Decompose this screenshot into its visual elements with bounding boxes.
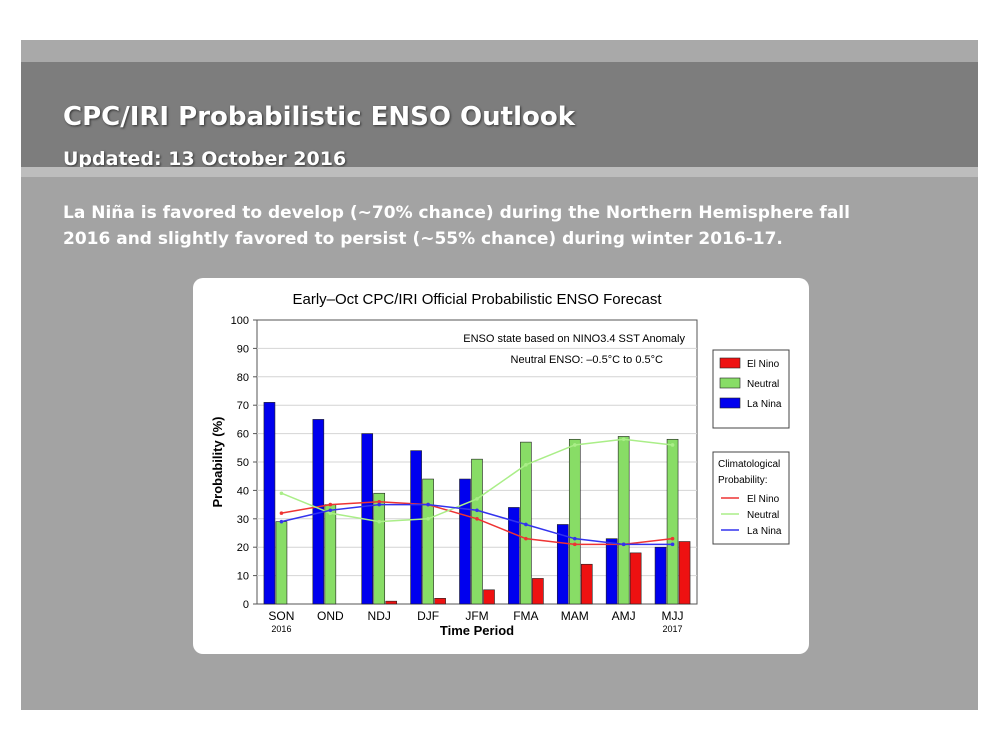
bar-la-nina — [605, 538, 618, 605]
y-tick-label: 70 — [237, 400, 249, 412]
climatology-line-la-nina-point — [328, 508, 333, 513]
bar-neutral — [617, 436, 630, 605]
climatology-line-el-nino-point — [670, 536, 675, 541]
updated-date: Updated: 13 October 2016 — [63, 148, 347, 170]
x-tick-sublabel: 2017 — [663, 624, 683, 634]
climatology-line-el-nino-point — [377, 499, 382, 504]
slide: CPC/IRI Probabilistic ENSO Outlook Updat… — [21, 40, 978, 710]
climatology-line-neutral-point — [572, 443, 577, 447]
climatology-line-el-nino-point — [328, 502, 333, 507]
y-tick-label: 50 — [237, 457, 249, 469]
climatology-line-neutral-point — [328, 511, 333, 515]
legend-label: El Nino — [747, 359, 780, 370]
climatology-line-neutral-point — [621, 437, 626, 442]
header-separator — [21, 167, 978, 177]
climatology-legend-title: Climatological — [718, 459, 780, 470]
climatology-line-neutral-point — [524, 463, 528, 467]
x-tick-label: NDJ — [368, 609, 391, 623]
y-tick-label: 40 — [237, 485, 249, 497]
x-tick-label: JFM — [465, 609, 488, 623]
x-tick-label: DJF — [417, 609, 439, 623]
bar-el-nino — [580, 563, 593, 605]
x-axis-label: Time Period — [440, 623, 514, 638]
legend-swatch — [719, 397, 741, 409]
bar-neutral — [275, 521, 288, 605]
bar-la-nina — [556, 524, 569, 605]
climatology-legend-label: Neutral — [747, 510, 779, 521]
climatology-line-la-nina-point — [524, 522, 528, 527]
bar-el-nino — [532, 578, 544, 605]
y-tick-label: 30 — [237, 514, 249, 526]
bar-neutral — [324, 504, 337, 605]
climatology-legend-subtitle: Probability: — [718, 475, 767, 486]
bar-neutral — [568, 438, 581, 605]
annotation-line-2: Neutral ENSO: –0.5°C to 0.5°C — [511, 354, 664, 366]
x-tick-label: FMA — [513, 609, 538, 623]
x-tick-label: SON — [268, 609, 294, 623]
legend-swatch — [719, 377, 741, 389]
climatology-line-neutral-point — [279, 491, 284, 496]
summary-text: La Niña is favored to develop (~70% chan… — [63, 200, 943, 252]
climatology-legend-label: El Nino — [747, 494, 780, 505]
y-tick-label: 90 — [237, 343, 249, 355]
bar-neutral — [422, 478, 434, 605]
x-tick-sublabel: 2016 — [271, 624, 291, 634]
y-tick-label: 80 — [237, 372, 249, 384]
climatology-line-la-nina-point — [377, 502, 382, 507]
annotation-line-1: ENSO state based on NINO3.4 SST Anomaly — [463, 333, 685, 345]
legend-label: La Nina — [747, 399, 782, 410]
climatology-line-neutral-point — [670, 443, 675, 447]
climatology-line-el-nino-point — [524, 536, 528, 541]
bar-neutral — [666, 438, 679, 605]
x-tick-label: MJJ — [662, 609, 684, 623]
climatology-line-neutral-point — [475, 497, 479, 501]
climatology-line-la-nina-point — [475, 508, 479, 513]
bar-la-nina — [410, 450, 422, 605]
top-band — [21, 40, 978, 62]
slide-title: CPC/IRI Probabilistic ENSO Outlook — [63, 102, 576, 132]
chart-title: Early–Oct CPC/IRI Official Probabilistic… — [293, 291, 663, 308]
y-tick-label: 0 — [243, 599, 249, 611]
bar-la-nina — [263, 402, 276, 605]
climatology-line-neutral-point — [426, 517, 430, 521]
y-tick-label: 20 — [237, 542, 249, 554]
climatology-line-el-nino-point — [572, 542, 577, 547]
x-tick-label: OND — [317, 609, 344, 623]
y-tick-label: 100 — [231, 315, 249, 327]
bar-el-nino — [385, 600, 398, 605]
x-tick-label: MAM — [561, 609, 589, 623]
summary-line-1: La Niña is favored to develop (~70% chan… — [63, 203, 850, 223]
bar-la-nina — [459, 478, 471, 605]
bar-neutral — [373, 492, 386, 605]
legend-label: Neutral — [747, 379, 779, 390]
climatology-line-el-nino-point — [475, 517, 479, 521]
chart-card: Early–Oct CPC/IRI Official Probabilistic… — [193, 278, 809, 654]
bar-el-nino — [483, 589, 495, 605]
y-tick-label: 60 — [237, 429, 249, 441]
climatology-line-la-nina-point — [426, 502, 430, 507]
climatology-line-la-nina-point — [670, 542, 675, 547]
climatology-line-la-nina-point — [621, 542, 626, 547]
climatology-line-neutral-point — [377, 519, 382, 524]
climatology-line-el-nino-point — [279, 511, 284, 515]
summary-line-2: 2016 and slightly favored to persist (~5… — [63, 229, 783, 249]
bar-neutral — [471, 458, 483, 605]
bar-el-nino — [629, 552, 642, 605]
header-band: CPC/IRI Probabilistic ENSO Outlook Updat… — [21, 62, 978, 170]
bar-el-nino — [678, 541, 691, 605]
x-tick-label: AMJ — [612, 609, 636, 623]
climatology-legend-label: La Nina — [747, 526, 782, 537]
bar-la-nina — [654, 546, 667, 605]
bar-la-nina — [508, 507, 520, 605]
y-tick-label: 10 — [237, 571, 249, 583]
y-axis-label: Probability (%) — [210, 416, 225, 507]
bar-el-nino — [434, 598, 446, 605]
climatology-line-la-nina-point — [572, 536, 577, 541]
legend-swatch — [719, 357, 741, 369]
enso-forecast-chart: Early–Oct CPC/IRI Official Probabilistic… — [210, 291, 790, 638]
climatology-line-la-nina-point — [279, 519, 284, 524]
